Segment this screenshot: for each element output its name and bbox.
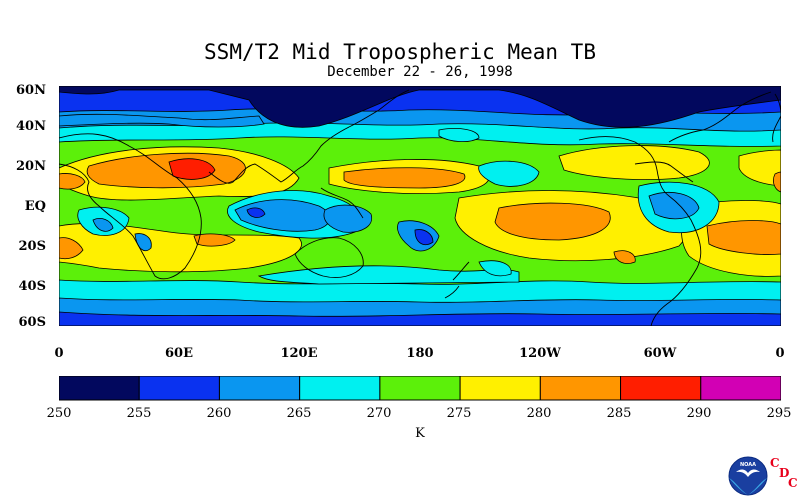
cdc-letter-c2: C: [788, 476, 798, 490]
colorbar-tick-270: 270: [366, 406, 392, 421]
colorbar-tick-255: 255: [126, 406, 152, 421]
colorbar-tick-280: 280: [526, 406, 552, 421]
colorbar-swatch-260-265: [218, 376, 301, 401]
colorbar-unit: K: [415, 426, 425, 441]
colorbar: [59, 376, 781, 401]
map-title: SSM/T2 Mid Tropospheric Mean TB: [204, 40, 596, 64]
colorbar-swatch-275-280: [459, 376, 541, 401]
lon-label-60e: 60E: [165, 346, 193, 361]
lat-label-60n: 60N: [16, 83, 46, 98]
colorbar-tick-290: 290: [686, 406, 712, 421]
colorbar-tick-285: 285: [606, 406, 632, 421]
lon-label-120w: 120W: [519, 346, 561, 361]
lon-label-0: 0: [54, 346, 64, 361]
lat-label-eq: EQ: [24, 199, 46, 214]
lon-label-0-end: 0: [775, 346, 785, 361]
lat-label-40n: 40N: [16, 119, 46, 134]
colorbar-tick-295: 295: [766, 406, 792, 421]
colorbar-swatch-255-260: [138, 376, 220, 401]
lat-label-20s: 20S: [18, 239, 46, 254]
colorbar-swatch-265-270: [299, 376, 381, 401]
colorbar-swatch-280-285: [539, 376, 622, 401]
tb-contour-map: [59, 86, 781, 326]
colorbar-swatch-270-275: [379, 376, 461, 401]
colorbar-swatch-285-290: [620, 376, 702, 401]
noaa-text: NOAA: [740, 462, 756, 468]
map-subtitle: December 22 - 26, 1998: [327, 64, 513, 80]
colorbar-swatch-290-295: [700, 376, 781, 401]
colorbar-tick-265: 265: [286, 406, 312, 421]
lon-label-180: 180: [406, 346, 434, 361]
colorbar-tick-260: 260: [206, 406, 232, 421]
cdc-letter-c1: C: [770, 456, 780, 470]
colorbar-tick-275: 275: [446, 406, 472, 421]
cdc-letter-d: D: [779, 466, 790, 480]
lat-label-20n: 20N: [16, 159, 46, 174]
colorbar-tick-250: 250: [46, 406, 72, 421]
lon-label-60w: 60W: [643, 346, 677, 361]
lat-label-60s: 60S: [18, 315, 46, 330]
lat-label-40s: 40S: [18, 279, 46, 294]
noaa-seagull-logo: NOAA: [728, 456, 768, 496]
lon-label-120e: 120E: [280, 346, 318, 361]
colorbar-swatch-250-255: [59, 376, 140, 401]
